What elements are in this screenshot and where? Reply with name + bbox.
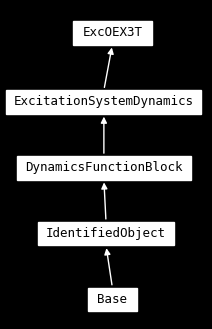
FancyBboxPatch shape bbox=[88, 288, 137, 311]
FancyBboxPatch shape bbox=[73, 21, 152, 45]
Text: ExcitationSystemDynamics: ExcitationSystemDynamics bbox=[14, 95, 194, 109]
FancyBboxPatch shape bbox=[6, 90, 201, 114]
Text: Base: Base bbox=[97, 293, 127, 306]
Text: ExcOEX3T: ExcOEX3T bbox=[82, 26, 142, 39]
Text: IdentifiedObject: IdentifiedObject bbox=[46, 227, 166, 240]
FancyBboxPatch shape bbox=[17, 156, 191, 180]
FancyBboxPatch shape bbox=[38, 222, 174, 245]
Text: DynamicsFunctionBlock: DynamicsFunctionBlock bbox=[25, 161, 183, 174]
